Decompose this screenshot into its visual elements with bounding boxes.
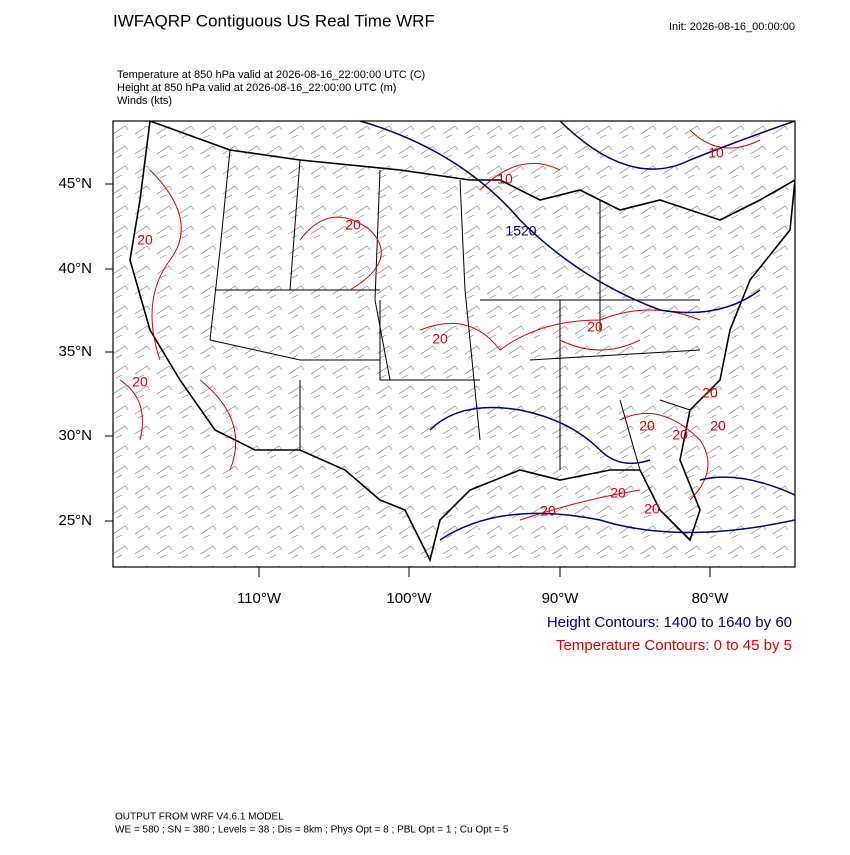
lat-label: 40°N — [58, 260, 92, 277]
contour-label: 20 — [644, 501, 660, 517]
map-frame — [112, 120, 796, 568]
footer: OUTPUT FROM WRF V4.6.1 MODEL — [115, 812, 284, 823]
us-outline — [129, 121, 795, 563]
lon-label: 80°W — [692, 590, 730, 607]
lat-label: 35°N — [58, 343, 92, 360]
contour-label: 20 — [432, 331, 448, 347]
contour-label: 20 — [610, 485, 626, 501]
field-label: Winds (kts) — [117, 95, 172, 107]
lon-label: 110°W — [237, 590, 282, 607]
contour-label: 10 — [708, 145, 724, 161]
legend-temperature: Temperature Contours: 0 to 45 by 5 — [556, 637, 792, 654]
legend-height: Height Contours: 1400 to 1640 by 60 — [547, 614, 792, 631]
title: IWFAQRP Contiguous US Real Time WRF — [113, 11, 435, 30]
contour-label: 20 — [137, 232, 153, 248]
contour-label: 20 — [132, 374, 148, 390]
contour-label: 20 — [710, 418, 726, 434]
contour-label: 20 — [672, 427, 688, 443]
lat-label: 30°N — [58, 427, 92, 444]
lon-label: 100°W — [386, 590, 432, 607]
field-label: Height at 850 hPa valid at 2026-08-16_22… — [117, 82, 396, 94]
contour-label: 1520 — [505, 223, 536, 239]
contour-label: 10 — [497, 171, 513, 187]
contour-label: 20 — [639, 418, 655, 434]
contour-label: 20 — [702, 385, 718, 401]
footer: WE = 580 ; SN = 380 ; Levels = 38 ; Dis … — [115, 825, 509, 836]
contour-label: 20 — [345, 217, 361, 233]
field-label: Temperature at 850 hPa valid at 2026-08-… — [117, 69, 425, 81]
wind-barbs — [113, 121, 795, 567]
contour-label: 20 — [587, 319, 603, 335]
init-time: Init: 2026-08-16_00:00:00 — [669, 21, 795, 33]
lon-label: 90°W — [542, 590, 580, 607]
axis-labels: 45°N 40°N 35°N 30°N 25°N 110°W 100°W 90°… — [58, 175, 729, 607]
height-contours — [359, 121, 795, 541]
contour-label: 20 — [540, 503, 556, 519]
lat-label: 45°N — [58, 175, 92, 192]
state-borders — [209, 149, 701, 471]
map: 20 20 20 20 20 20 20 20 20 20 20 20 10 1… — [113, 121, 795, 567]
lat-label: 25°N — [58, 512, 92, 529]
